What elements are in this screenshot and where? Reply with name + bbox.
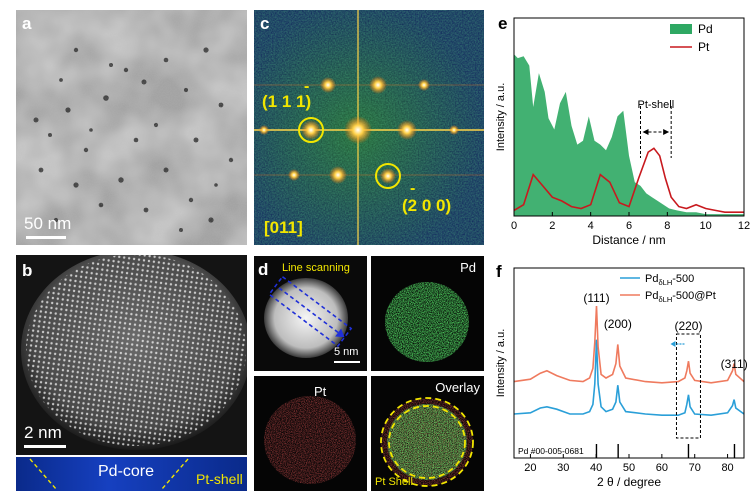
legend-swatch-pd	[670, 24, 692, 34]
panel-e-line-profile-chart: 0 2 4 6 8 10 12 Distance / nm Intensity / a.u. Pd…	[490, 8, 754, 260]
scale-bar-a	[26, 236, 66, 239]
peak-shift-arrowhead	[670, 341, 676, 347]
spot-111-label: (1 1 1)	[262, 92, 312, 111]
x-tick-label: 4	[588, 220, 594, 232]
tem-micrograph	[16, 10, 247, 245]
x-tick-label: 0	[511, 220, 517, 232]
panel-d-haadf-linescan: d Line scanning 5 nm	[254, 256, 367, 371]
peak-label: (200)	[604, 317, 632, 331]
spot-200-overbar: -	[410, 180, 416, 197]
x-tick-label: 12	[738, 220, 750, 232]
y-axis-label: Intensity / a.u.	[495, 329, 507, 397]
overlay-map-label: Overlay	[435, 380, 480, 395]
x-tick-label: 20	[524, 462, 536, 474]
scale-bar-d	[334, 361, 360, 363]
pd-elemental-map	[371, 256, 484, 371]
xrd-series-0	[513, 339, 745, 417]
panel-label-b: b	[22, 261, 33, 280]
reference-label: Pd #00-005-0681	[518, 446, 584, 456]
panel-d-overlay-map: Overlay Pt Shell	[371, 376, 484, 491]
highlight-circle-111	[298, 117, 324, 143]
x-tick-label: 2	[549, 220, 555, 232]
x-tick-label: 50	[623, 462, 635, 474]
haadf-lattice-image	[16, 255, 247, 455]
x-tick-label: 40	[590, 462, 602, 474]
overlay-elemental-map	[371, 376, 484, 491]
panel-b-haadf-image: b 2 nm	[16, 255, 247, 455]
x-tick-label: 60	[656, 462, 668, 474]
arrowhead-right	[663, 129, 670, 135]
pt-elemental-map	[254, 376, 367, 491]
chart-f-svg: Pd #00-005-0681 (111) (200) (220) (311) 20 30 4…	[495, 267, 748, 489]
x-tick-label: 70	[689, 462, 701, 474]
overlay-pt-shell-label: Pt Shell	[375, 476, 413, 488]
zone-axis-label: [011]	[264, 218, 303, 237]
spot-111-overbar: -	[304, 78, 310, 95]
arrowhead-left	[642, 129, 649, 135]
panel-label-a: a	[22, 14, 32, 33]
x-tick-label: 80	[721, 462, 733, 474]
legend-label-1: PdδLH-500@Pt	[645, 290, 716, 304]
panel-d-pt-map: Pt	[254, 376, 367, 491]
pt-map-label: Pt	[314, 384, 327, 399]
scale-bar-label-d: 5 nm	[334, 346, 359, 358]
peak-label: (311)	[721, 357, 748, 371]
chart-e-svg: 0 2 4 6 8 10 12 Distance / nm Intensity / a.u. Pd…	[495, 17, 750, 247]
fft-diffractogram	[254, 10, 484, 245]
panel-f-xrd-chart: Pd #00-005-0681 (111) (200) (220) (311) 20 30 4…	[490, 258, 754, 491]
highlight-circle-200	[375, 163, 401, 189]
y-axis-label: Intensity / a.u.	[495, 83, 507, 151]
spot-200-label: (2 0 0)	[402, 196, 452, 215]
peak-shift-box	[675, 333, 701, 439]
legend-label-pd: Pd	[698, 22, 713, 36]
legend-label-pt: Pt	[698, 40, 710, 54]
xrd-series-1	[513, 305, 745, 384]
x-tick-label: 10	[700, 220, 712, 232]
panel-label-c: c	[260, 14, 270, 33]
panel-d-pd-map: Pd	[371, 256, 484, 371]
panel-c-fft-pattern: c - (1 1 1) - (2 0 0) [011]	[254, 10, 484, 245]
x-axis-label: Distance / nm	[592, 233, 665, 247]
series-pd-area	[514, 54, 744, 216]
line-scanning-label: Line scanning	[282, 262, 350, 274]
peak-label: (111)	[583, 291, 609, 305]
x-tick-label: 6	[626, 220, 632, 232]
scale-bar-b	[24, 445, 66, 448]
peak-label: (220)	[674, 319, 702, 333]
scale-bar-label-a: 50 nm	[24, 214, 72, 233]
pd-map-label: Pd	[460, 260, 476, 275]
series-pt-line	[513, 147, 744, 213]
panel-label-f: f	[496, 262, 502, 281]
panel-label-d: d	[258, 260, 269, 279]
linescan-image	[254, 256, 367, 371]
panel-label-e: e	[498, 14, 508, 33]
panel-b-inset-colored: Pd-core Pt-shell	[16, 457, 247, 491]
pt-shell-label-b: Pt-shell	[196, 471, 243, 487]
pd-core-label: Pd-core	[98, 463, 155, 480]
scale-bar-label-b: 2 nm	[24, 423, 62, 442]
panel-a-tem-image: a 50 nm	[16, 10, 247, 245]
x-tick-label: 30	[557, 462, 569, 474]
x-axis-label: 2 θ / degree	[597, 475, 661, 489]
x-tick-label: 8	[664, 220, 670, 232]
pt-shell-annotation: Pt-shell	[637, 99, 674, 111]
legend-label-0: PdδLH-500	[645, 273, 694, 287]
